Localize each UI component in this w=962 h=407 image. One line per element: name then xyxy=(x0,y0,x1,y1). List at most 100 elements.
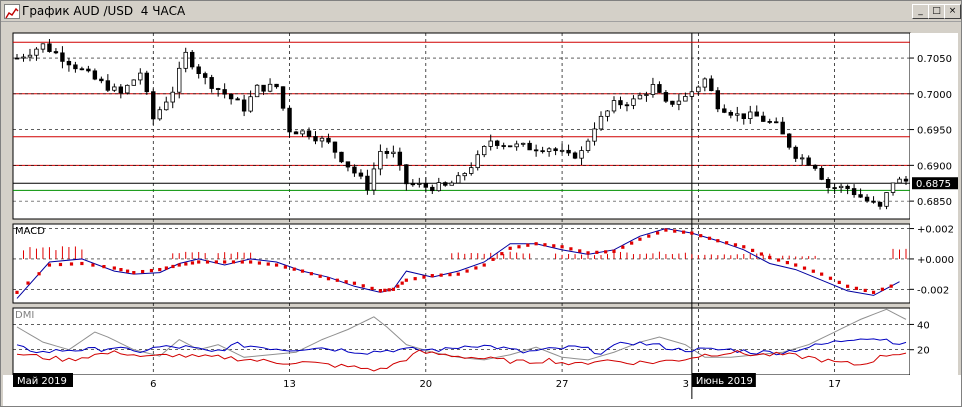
candle-body xyxy=(774,121,779,124)
macd-signal-point xyxy=(149,268,154,273)
macd-signal-point xyxy=(266,262,270,266)
macd-signal-point xyxy=(177,263,181,267)
candle-body xyxy=(300,130,305,135)
candle-body xyxy=(170,91,175,103)
macd-signal-point xyxy=(119,268,123,272)
x-tick-label: 13 xyxy=(283,379,296,390)
macd-signal-point xyxy=(404,278,408,282)
candle-body xyxy=(345,161,351,168)
x-tick-label: 27 xyxy=(556,379,569,390)
candle-body xyxy=(650,84,656,95)
macd-signal-point xyxy=(612,249,616,253)
candle-body xyxy=(631,98,636,106)
candle-body xyxy=(767,121,772,123)
candle-body xyxy=(507,145,513,148)
maximize-button[interactable]: □ xyxy=(928,4,945,19)
candle-body xyxy=(903,178,909,182)
macd-signal-point xyxy=(205,260,210,264)
macd-signal-point xyxy=(871,290,876,294)
candle-body xyxy=(670,100,675,105)
macd-signal-point xyxy=(69,262,74,266)
dmi-plus-line xyxy=(16,338,907,356)
price-tick-label: 0.7050 xyxy=(917,54,952,65)
candle-body xyxy=(546,148,552,152)
macd-signal-point xyxy=(759,252,764,256)
window-title: График AUD /USD 4 ЧАСА xyxy=(22,4,186,18)
macd-signal-point xyxy=(274,263,279,267)
candle-body xyxy=(819,168,824,180)
candle-body xyxy=(469,167,474,174)
macd-signal-point xyxy=(400,281,404,285)
candle-body xyxy=(112,86,117,91)
macd-title: MACD xyxy=(15,226,45,237)
candle-body xyxy=(754,111,759,117)
macd-signal-point xyxy=(750,248,755,253)
candle-body xyxy=(871,200,876,203)
macd-signal-point xyxy=(776,258,781,262)
price-tick-label: 0.7000 xyxy=(917,90,952,101)
dmi-tick-label: 40 xyxy=(917,320,930,331)
current-price-label: 0.6875 xyxy=(916,179,951,190)
candle-body xyxy=(306,130,312,137)
macd-signal-point xyxy=(158,267,162,272)
macd-signal-point xyxy=(837,280,841,284)
candle-body xyxy=(138,72,143,81)
macd-signal-point xyxy=(673,229,677,233)
candle-body xyxy=(494,140,500,146)
chart-window-icon xyxy=(4,4,20,19)
candle-body xyxy=(66,60,72,66)
macd-signal-point xyxy=(586,251,590,255)
candle-body xyxy=(92,70,98,80)
candle-body xyxy=(715,90,721,110)
macd-signal-point xyxy=(184,262,188,266)
candle-body xyxy=(365,175,370,191)
macd-signal-point xyxy=(811,269,815,273)
candle-body xyxy=(702,78,708,88)
candle-body xyxy=(34,48,39,56)
candle-body xyxy=(520,142,526,145)
macd-signal-point xyxy=(889,284,893,288)
candle-body xyxy=(501,145,506,147)
candle-body xyxy=(897,178,902,184)
candle-body xyxy=(761,115,766,122)
macd-signal-point xyxy=(387,288,391,292)
x-tick-label: 6 xyxy=(150,379,156,390)
period-badge xyxy=(691,373,756,387)
candle-body xyxy=(352,166,357,174)
macd-signal-point xyxy=(171,264,175,269)
macd-signal-point xyxy=(664,228,668,232)
macd-signal-point xyxy=(318,274,322,278)
candle-body xyxy=(177,67,182,93)
macd-signal-point xyxy=(630,241,634,245)
macd-signal-point xyxy=(820,272,824,276)
candle-body xyxy=(877,201,883,207)
candle-body xyxy=(209,77,214,89)
candle-body xyxy=(358,172,364,177)
macd-signal-point xyxy=(413,277,417,281)
dmi-panel xyxy=(12,307,911,376)
candle-body xyxy=(832,187,837,189)
macd-signal-point xyxy=(482,263,486,267)
macd-signal-point xyxy=(223,260,227,264)
macd-signal-point xyxy=(863,288,867,293)
macd-signal-point xyxy=(768,255,772,260)
macd-signal-point xyxy=(15,290,19,294)
minimize-button[interactable]: _ xyxy=(912,4,929,19)
macd-signal-point xyxy=(604,250,608,254)
chart-canvas[interactable]: 6132027101730.70500.70000.69500.69000.68… xyxy=(3,23,961,406)
macd-signal-point xyxy=(560,245,564,249)
candle-body xyxy=(462,173,467,177)
macd-signal-point xyxy=(197,260,201,264)
candle-body xyxy=(644,94,649,96)
close-button[interactable]: × xyxy=(944,4,961,19)
candle-body xyxy=(533,149,539,152)
macd-signal-point xyxy=(80,261,84,266)
macd-signal-point xyxy=(690,231,694,235)
candle-body xyxy=(326,137,331,143)
macd-signal-point xyxy=(845,284,850,288)
candle-body xyxy=(514,143,519,148)
window-titlebar[interactable]: График AUD /USD 4 ЧАСА _ □ × xyxy=(1,1,961,22)
dmi-title: DMI xyxy=(15,310,34,321)
macd-signal-point xyxy=(47,263,52,267)
candle-body xyxy=(125,84,130,94)
